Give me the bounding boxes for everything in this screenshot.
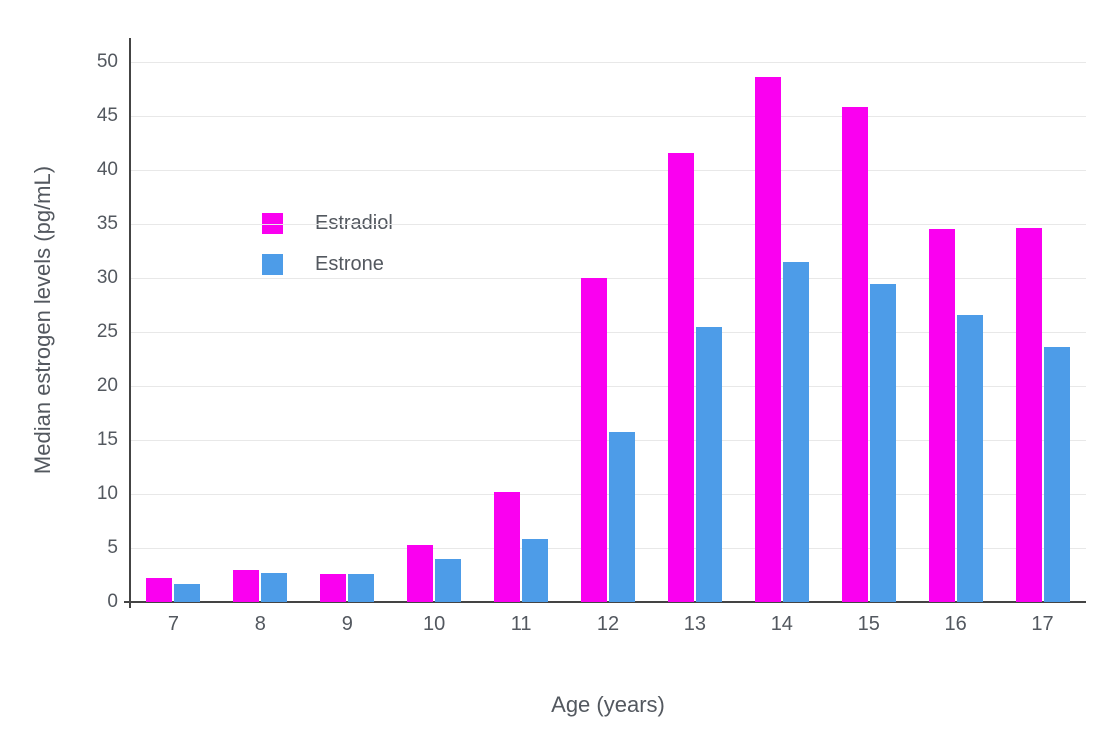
- legend-item-estrone[interactable]: Estrone: [262, 253, 393, 276]
- bar-estrone-15: [869, 284, 896, 602]
- y-axis-title: Median estrogen levels (pg/mL): [30, 165, 55, 475]
- bar-estradiol-13: [667, 152, 694, 602]
- bar-estrone-11: [522, 539, 549, 602]
- gridline: [130, 115, 1086, 117]
- gridline: [130, 439, 1086, 441]
- bar-estrone-16: [956, 314, 983, 602]
- gridline: [130, 493, 1086, 495]
- bar-estradiol-17: [1015, 228, 1042, 602]
- y-tick-label: 25: [96, 321, 118, 342]
- gridline: [130, 547, 1086, 549]
- x-tick-label: 17: [1031, 613, 1054, 635]
- y-tick-label: 10: [96, 483, 118, 504]
- gridline: [130, 223, 1086, 225]
- bar-estradiol-14: [754, 77, 781, 602]
- x-tick-label: 10: [423, 613, 446, 635]
- y-tick-label: 45: [96, 105, 118, 126]
- y-tick-label: 40: [96, 159, 118, 180]
- gridline: [130, 169, 1086, 171]
- bar-estrone-17: [1043, 347, 1070, 602]
- x-tick-label: 8: [254, 613, 266, 635]
- y-tick-label: 20: [96, 375, 118, 396]
- y-tick-label: 30: [96, 267, 118, 288]
- bar-estradiol-16: [928, 229, 955, 602]
- bar-estrone-12: [609, 432, 635, 602]
- estradiol-label: Estradiol: [315, 212, 393, 234]
- y-tick-label: 35: [96, 213, 118, 234]
- x-tick-label: 16: [944, 613, 967, 635]
- x-tick-label: 7: [167, 613, 180, 635]
- bar-estradiol-10: [407, 544, 434, 602]
- y-tick-label: 50: [96, 51, 118, 72]
- x-tick-label: 9: [341, 613, 353, 635]
- x-tick-label: 11: [510, 613, 532, 635]
- bar-estradiol-15: [841, 107, 868, 602]
- y-axis-line: [129, 38, 131, 608]
- x-axis-title: Age (years): [551, 692, 665, 717]
- x-tick-label: 12: [596, 613, 620, 635]
- x-axis-line: [124, 601, 1086, 603]
- bar-estrone-8: [261, 572, 288, 602]
- y-tick-label: 5: [107, 537, 118, 558]
- gridline: [130, 61, 1086, 63]
- bar-estrone-10: [435, 558, 462, 602]
- bar-estrone-7: [174, 583, 201, 602]
- bar-estrone-9: [348, 573, 375, 602]
- x-tick-label: 14: [770, 613, 793, 635]
- y-tick-label: 0: [107, 591, 118, 612]
- gridline: [130, 331, 1086, 333]
- legend: Estradiol Estrone: [262, 212, 393, 294]
- bar-estradiol-7: [146, 578, 173, 602]
- x-tick-label: 13: [683, 613, 707, 635]
- bar-estradiol-8: [233, 569, 260, 602]
- y-tick-label: 15: [96, 429, 118, 450]
- bar-estradiol-12: [581, 278, 607, 602]
- bar-estrone-14: [782, 261, 809, 602]
- x-tick-label: 15: [857, 613, 880, 635]
- gridline: [130, 277, 1086, 279]
- bar-estradiol-9: [320, 573, 347, 602]
- estrone-swatch: [262, 254, 283, 275]
- bar-estradiol-11: [494, 491, 521, 602]
- bar-estrone-13: [695, 326, 722, 602]
- gridline: [130, 385, 1086, 387]
- estrone-label: Estrone: [315, 253, 384, 275]
